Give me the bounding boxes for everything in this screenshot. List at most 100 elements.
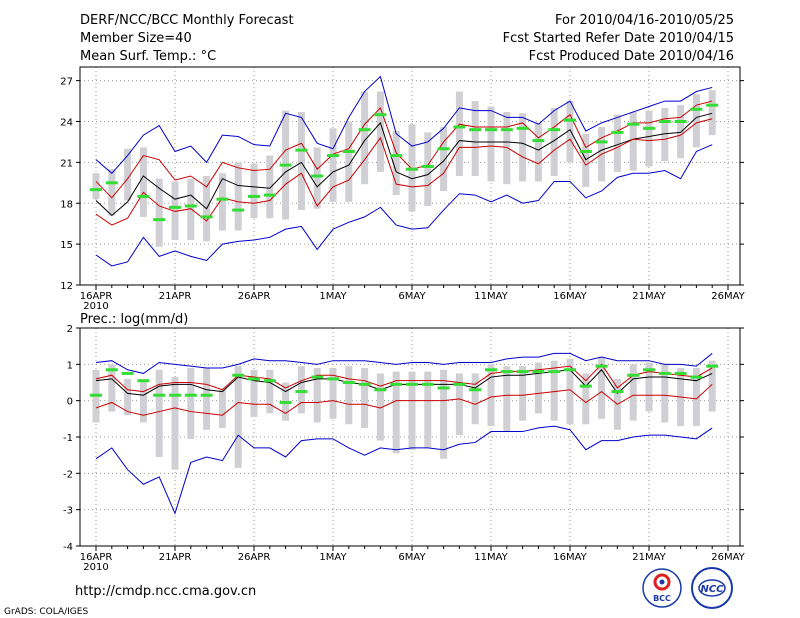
prec-observed-28 [532,370,545,374]
prec-spread-bar-20 [408,371,416,450]
prec-xtick-label-6: 16MAY [553,552,587,563]
prec-observed-4 [153,393,166,397]
prec-xtick-label-3: 1MAY [319,552,347,563]
prec-xtick-label-8: 26MAY [711,552,745,563]
temp-observed-29 [548,128,561,132]
temp-xtick-label-8: 26MAY [711,291,745,302]
prec-observed-14 [311,375,324,379]
prec-spread-bar-18 [376,373,384,441]
temp-observed-31 [579,149,592,153]
prec-observed-10 [248,377,260,381]
temp-ytick-label-1: 15 [60,240,73,251]
prec-spread-bar-30 [566,358,574,425]
temp-observed-38 [690,107,703,111]
temp-observed-17 [358,128,371,132]
prec-spread-bar-35 [645,362,653,412]
prec-xtick-label-1: 21APR [159,552,192,563]
temp-xtick-label-3: 1MAY [319,291,347,302]
temp-spread-bar-21 [424,132,432,206]
prec-observed-37 [674,371,687,375]
temp-spread-bar-30 [566,101,574,163]
temp-spread-bar-4 [155,178,163,247]
temp-ytick-label-5: 27 [60,77,73,88]
prec-spread-bar-14 [313,367,321,423]
prec-spread-bar-1 [108,364,116,412]
prec-ytick-label-2: -2 [63,469,73,480]
temp-observed-13 [295,148,308,152]
prec-observed-5 [169,393,181,397]
prec-observed-24 [469,388,482,392]
temp-spread-bar-10 [250,163,258,219]
precipitation-panel: -4 -3 -2 -1 0 1 2 16APR 21APR 26APR 1MAY 6MAY 11MAY 1… [63,324,746,573]
prec-xtick-label-2: 26APR [238,552,271,563]
prec-spread-bar-21 [424,371,432,448]
prec-observed-36 [658,371,671,375]
prec-spread-bar-24 [471,373,479,425]
temp-spread-bar-1 [108,169,116,216]
prec-ytick-label-6: 2 [67,324,73,335]
prec-observed-27 [516,370,529,374]
temp-xtick-label-1: 21APR [159,291,192,302]
temp-observed-37 [674,120,687,123]
prec-spread-bar-3 [139,380,147,423]
temp-spread-bar-29 [550,107,558,176]
prec-xtick-label-0: 16APR [80,552,113,563]
temp-spread-bar-19 [392,131,400,196]
prec-observed-29 [548,370,561,374]
prec-ytick-label-5: 1 [67,360,73,371]
temp-observed-1 [105,181,118,185]
prec-observed-32 [595,364,608,368]
temp-observed-16 [342,149,355,153]
prec-spread-bar-31 [582,373,590,425]
prec-xtick-label-5: 11MAY [474,552,508,563]
temp-observed-21 [421,164,434,168]
temp-observed-12 [279,163,292,167]
header-produced-date: Fcst Produced Date 2010/04/16 [529,49,734,64]
temp-observed-32 [595,140,608,144]
prec-spread-bar-4 [155,369,163,457]
prec-observed-3 [137,379,150,383]
prec-spread-bar-6 [187,367,195,439]
prec-observed-7 [200,393,213,397]
prec-ytick-label-0: -4 [63,542,73,553]
prec-spread-bar-23 [455,373,463,436]
temp-observed-14 [311,174,324,178]
header-start-date: Fcst Started Refer Date 2010/04/15 [503,31,734,46]
prec-line-upper [95,363,713,393]
footer-credit: GrADS: COLA/IGES [4,607,88,617]
temp-observed-22 [437,147,450,151]
temp-spread-bar-18 [376,91,384,172]
prec-spread-bar-2 [124,378,132,416]
prec-observed-11 [263,379,276,383]
temp-observed-5 [169,205,181,209]
temp-spread-bar-24 [471,101,479,176]
temp-observed-11 [263,193,276,197]
temp-observed-20 [406,167,418,171]
prec-observed-38 [690,375,703,379]
temp-xtick-label-7: 21MAY [632,291,666,302]
prec-observed-26 [500,370,513,374]
temp-observed-24 [469,128,482,132]
prec-spread-bar-17 [361,367,369,428]
prec-spread-bar-38 [692,367,700,427]
prec-spread-bar-28 [534,362,542,414]
temp-observed-18 [374,113,387,117]
prec-observed-22 [437,386,450,390]
temp-line-upper [95,100,713,199]
prec-observed-21 [421,382,434,386]
header-title: DERF/NCC/BCC Monthly Forecast [80,13,294,28]
temp-observed-4 [153,218,166,222]
temp-ytick-label-0: 12 [60,281,73,292]
temp-observed-34 [627,122,640,126]
prec-spread-bar-32 [598,357,606,419]
temp-observed-3 [137,194,150,198]
prec-line-min [95,425,713,515]
temp-observed-8 [216,197,229,201]
temp-spread-bar-33 [613,114,621,172]
temp-xtick-label-2: 26APR [238,291,271,302]
temp-spread-bar-0 [92,173,100,200]
prec-observed-20 [406,382,418,386]
footer-url[interactable]: http://cmdp.ncc.cma.gov.cn [75,584,256,599]
temp-observed-6 [184,204,197,208]
